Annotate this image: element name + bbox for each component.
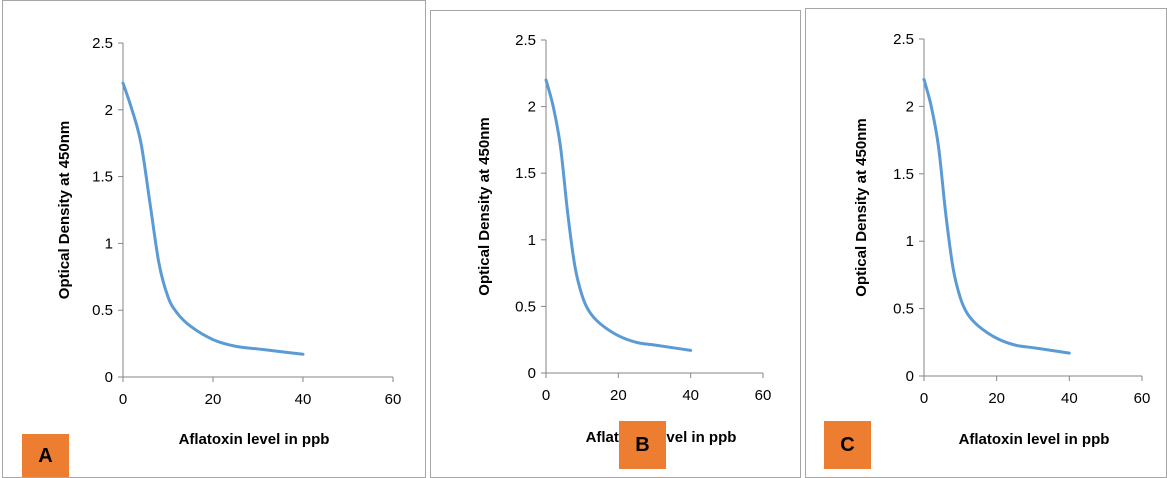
chart-panel-b: 0 0.5 1 1.5 2 2.5 0 20 40 60 Optical Density at 45… xyxy=(430,10,801,478)
y-tick-label: 2.5 xyxy=(92,35,113,52)
y-tick-label: 2 xyxy=(528,99,536,116)
y-tick-label: 0.5 xyxy=(515,298,536,315)
y-tick-label: 0.5 xyxy=(893,301,914,318)
chart-panel-a: 0 0.5 1 1.5 2 2.5 0 20 40 60 Optical Density at 45… xyxy=(2,0,426,478)
x-tick-label: 0 xyxy=(119,391,127,408)
y-tick-label: 0.5 xyxy=(92,302,113,319)
y-tick-label: 2.5 xyxy=(893,31,914,48)
x-tick-label: 20 xyxy=(205,391,222,408)
y-tick-label: 0 xyxy=(105,369,113,386)
x-tick-label: 60 xyxy=(755,387,772,404)
y-tick-label: 1.5 xyxy=(893,166,914,183)
x-tick-label: 20 xyxy=(988,390,1005,407)
panel-label-badge: B xyxy=(619,421,666,469)
y-axis-title: Optical Density at 450nm xyxy=(476,117,493,295)
y-axis-title: Optical Density at 450nm xyxy=(56,121,73,299)
x-tick-label: 60 xyxy=(385,391,402,408)
y-tick-label: 0 xyxy=(528,365,536,382)
y-tick-label: 2 xyxy=(906,98,914,115)
x-tick-label: 40 xyxy=(295,391,312,408)
series-line xyxy=(922,77,1071,355)
x-tick-label: 40 xyxy=(1061,390,1078,407)
y-tick-label: 2.5 xyxy=(515,32,536,49)
chart-svg-a: 0 0.5 1 1.5 2 2.5 0 20 40 60 Optical Density at 45… xyxy=(56,35,402,448)
chart-svg-c: 0 0.5 1 1.5 2 2.5 0 20 40 60 Optical Density at 45… xyxy=(853,31,1151,448)
y-tick-label: 1.5 xyxy=(92,169,113,186)
y-tick-label: 1 xyxy=(105,235,113,252)
x-tick-label: 20 xyxy=(610,387,627,404)
x-tick-label: 0 xyxy=(920,390,928,407)
y-tick-label: 1 xyxy=(906,233,914,250)
y-tick-label: 2 xyxy=(105,102,113,119)
panel-label-badge: A xyxy=(22,434,69,477)
x-tick-label: 0 xyxy=(542,387,550,404)
x-axis-title: Aflatoxin level in ppb xyxy=(179,431,330,448)
chart-svg-b: 0 0.5 1 1.5 2 2.5 0 20 40 60 Optical Density at 45… xyxy=(476,32,772,446)
y-axis-title: Optical Density at 450nm xyxy=(853,118,870,296)
series-line xyxy=(544,78,693,352)
y-tick-label: 1.5 xyxy=(515,165,536,182)
x-tick-label: 60 xyxy=(1134,390,1151,407)
x-axis-title: Aflatoxin level in ppb xyxy=(959,431,1110,448)
chart-panel-c: 0 0.5 1 1.5 2 2.5 0 20 40 60 Optical Density at 45… xyxy=(805,8,1167,478)
series-line xyxy=(121,81,305,356)
y-tick-label: 0 xyxy=(906,368,914,385)
y-tick-label: 1 xyxy=(528,232,536,249)
x-tick-label: 40 xyxy=(682,387,699,404)
panel-label-badge: C xyxy=(824,421,871,469)
